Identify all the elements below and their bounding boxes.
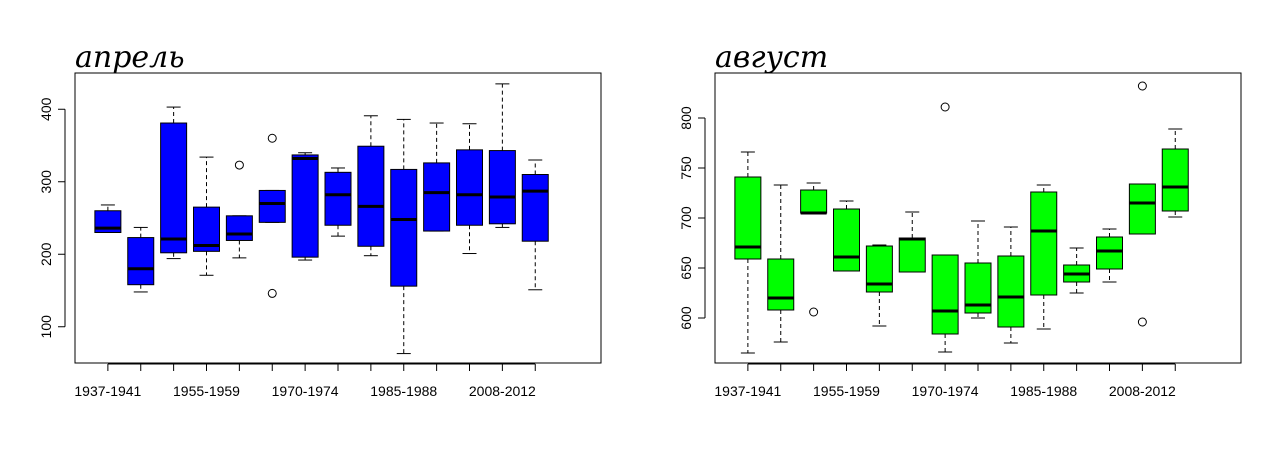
outlier-point (1137, 81, 1147, 91)
iqr-box (734, 176, 762, 260)
august-y-tick-label: 750 (678, 156, 694, 180)
april-x-tick-label: 1937-1941 (74, 383, 141, 399)
august-box-13 (1128, 81, 1156, 327)
august-y-tick-label: 800 (678, 106, 694, 130)
iqr-box (931, 254, 959, 335)
august-box-7 (931, 102, 959, 353)
iqr-box (357, 145, 385, 247)
april-x-tick-label: 1985-1988 (370, 383, 437, 399)
outlier-point (1137, 317, 1147, 327)
iqr-box (767, 258, 795, 311)
iqr-box (1096, 236, 1123, 270)
outlier-point (940, 102, 950, 112)
iqr-box (521, 174, 549, 242)
april-box-12 (456, 123, 483, 255)
iqr-box (488, 150, 516, 225)
iqr-box (997, 255, 1025, 328)
iqr-box (1030, 191, 1058, 296)
august-y-tick-label: 600 (678, 306, 694, 330)
april-y-tick-label: 100 (38, 315, 54, 339)
august-box-12 (1096, 228, 1123, 283)
iqr-box (456, 149, 483, 226)
august-box-6 (898, 211, 926, 273)
august-box-11 (1063, 247, 1091, 294)
april-box-3 (160, 106, 188, 260)
august-x-tick-label: 1985-1988 (1010, 383, 1077, 399)
august-box-10 (1030, 184, 1058, 330)
august-box-9 (997, 226, 1025, 344)
august-box-8 (964, 220, 992, 319)
august-x-tick-label: 2008-2012 (1109, 383, 1176, 399)
iqr-box (390, 168, 418, 287)
april-box-8 (324, 167, 352, 237)
april-x-tick-label: 2008-2012 (469, 383, 536, 399)
august-x-tick-label: 1970-1974 (912, 383, 979, 399)
august-plot-frame (714, 72, 1242, 364)
iqr-box (127, 237, 155, 286)
outlier-point (267, 288, 277, 298)
august-x-tick-label: 1937-1941 (714, 383, 781, 399)
iqr-box (423, 162, 451, 232)
april-box-13 (488, 83, 516, 228)
august-box-4 (833, 200, 860, 272)
iqr-box (800, 189, 828, 214)
outlier-point (267, 133, 277, 143)
august-y-tick-label: 650 (678, 256, 694, 280)
april-boxplot-panel: апрель 100 200 300 400 1937-1941 1955-1959 197… (38, 40, 602, 399)
august-panel-title: август (715, 40, 828, 75)
april-box-9 (357, 115, 385, 257)
april-box-4 (193, 156, 220, 276)
iqr-box (225, 215, 253, 241)
april-box-5 (225, 160, 253, 259)
april-box-1 (94, 204, 122, 233)
april-y-tick-label: 300 (38, 170, 54, 194)
august-x-tick-label: 1955-1959 (813, 383, 880, 399)
iqr-box (1128, 183, 1156, 235)
april-y-tick-label: 200 (38, 242, 54, 266)
april-box-6 (258, 133, 286, 298)
april-box-10 (390, 118, 418, 355)
april-box-11 (423, 122, 451, 232)
august-box-14 (1161, 128, 1189, 218)
april-box-7 (291, 152, 319, 261)
august-box-3 (800, 182, 828, 317)
april-x-tick-label: 1955-1959 (173, 383, 240, 399)
august-box-1 (734, 151, 762, 354)
iqr-box (833, 208, 860, 272)
april-box-2 (127, 226, 155, 293)
april-x-tick-label: 1970-1974 (272, 383, 339, 399)
iqr-box (258, 189, 286, 223)
iqr-box (898, 237, 926, 273)
iqr-box (1161, 148, 1189, 212)
iqr-box (324, 171, 352, 226)
april-y-tick-label: 400 (38, 97, 54, 121)
august-box-2 (767, 184, 795, 343)
april-panel-title: апрель (75, 40, 185, 75)
iqr-box (193, 206, 220, 252)
august-box-5 (865, 244, 893, 327)
august-boxplot-panel: август 600 650 700 750 800 1937-1941 1955-1959… (678, 40, 1242, 399)
april-box-14 (521, 159, 549, 291)
august-y-tick-label: 700 (678, 206, 694, 230)
outlier-point (234, 160, 244, 170)
iqr-box (160, 122, 188, 254)
april-plot-frame (74, 72, 602, 364)
outlier-point (809, 307, 819, 317)
iqr-box (291, 154, 319, 258)
